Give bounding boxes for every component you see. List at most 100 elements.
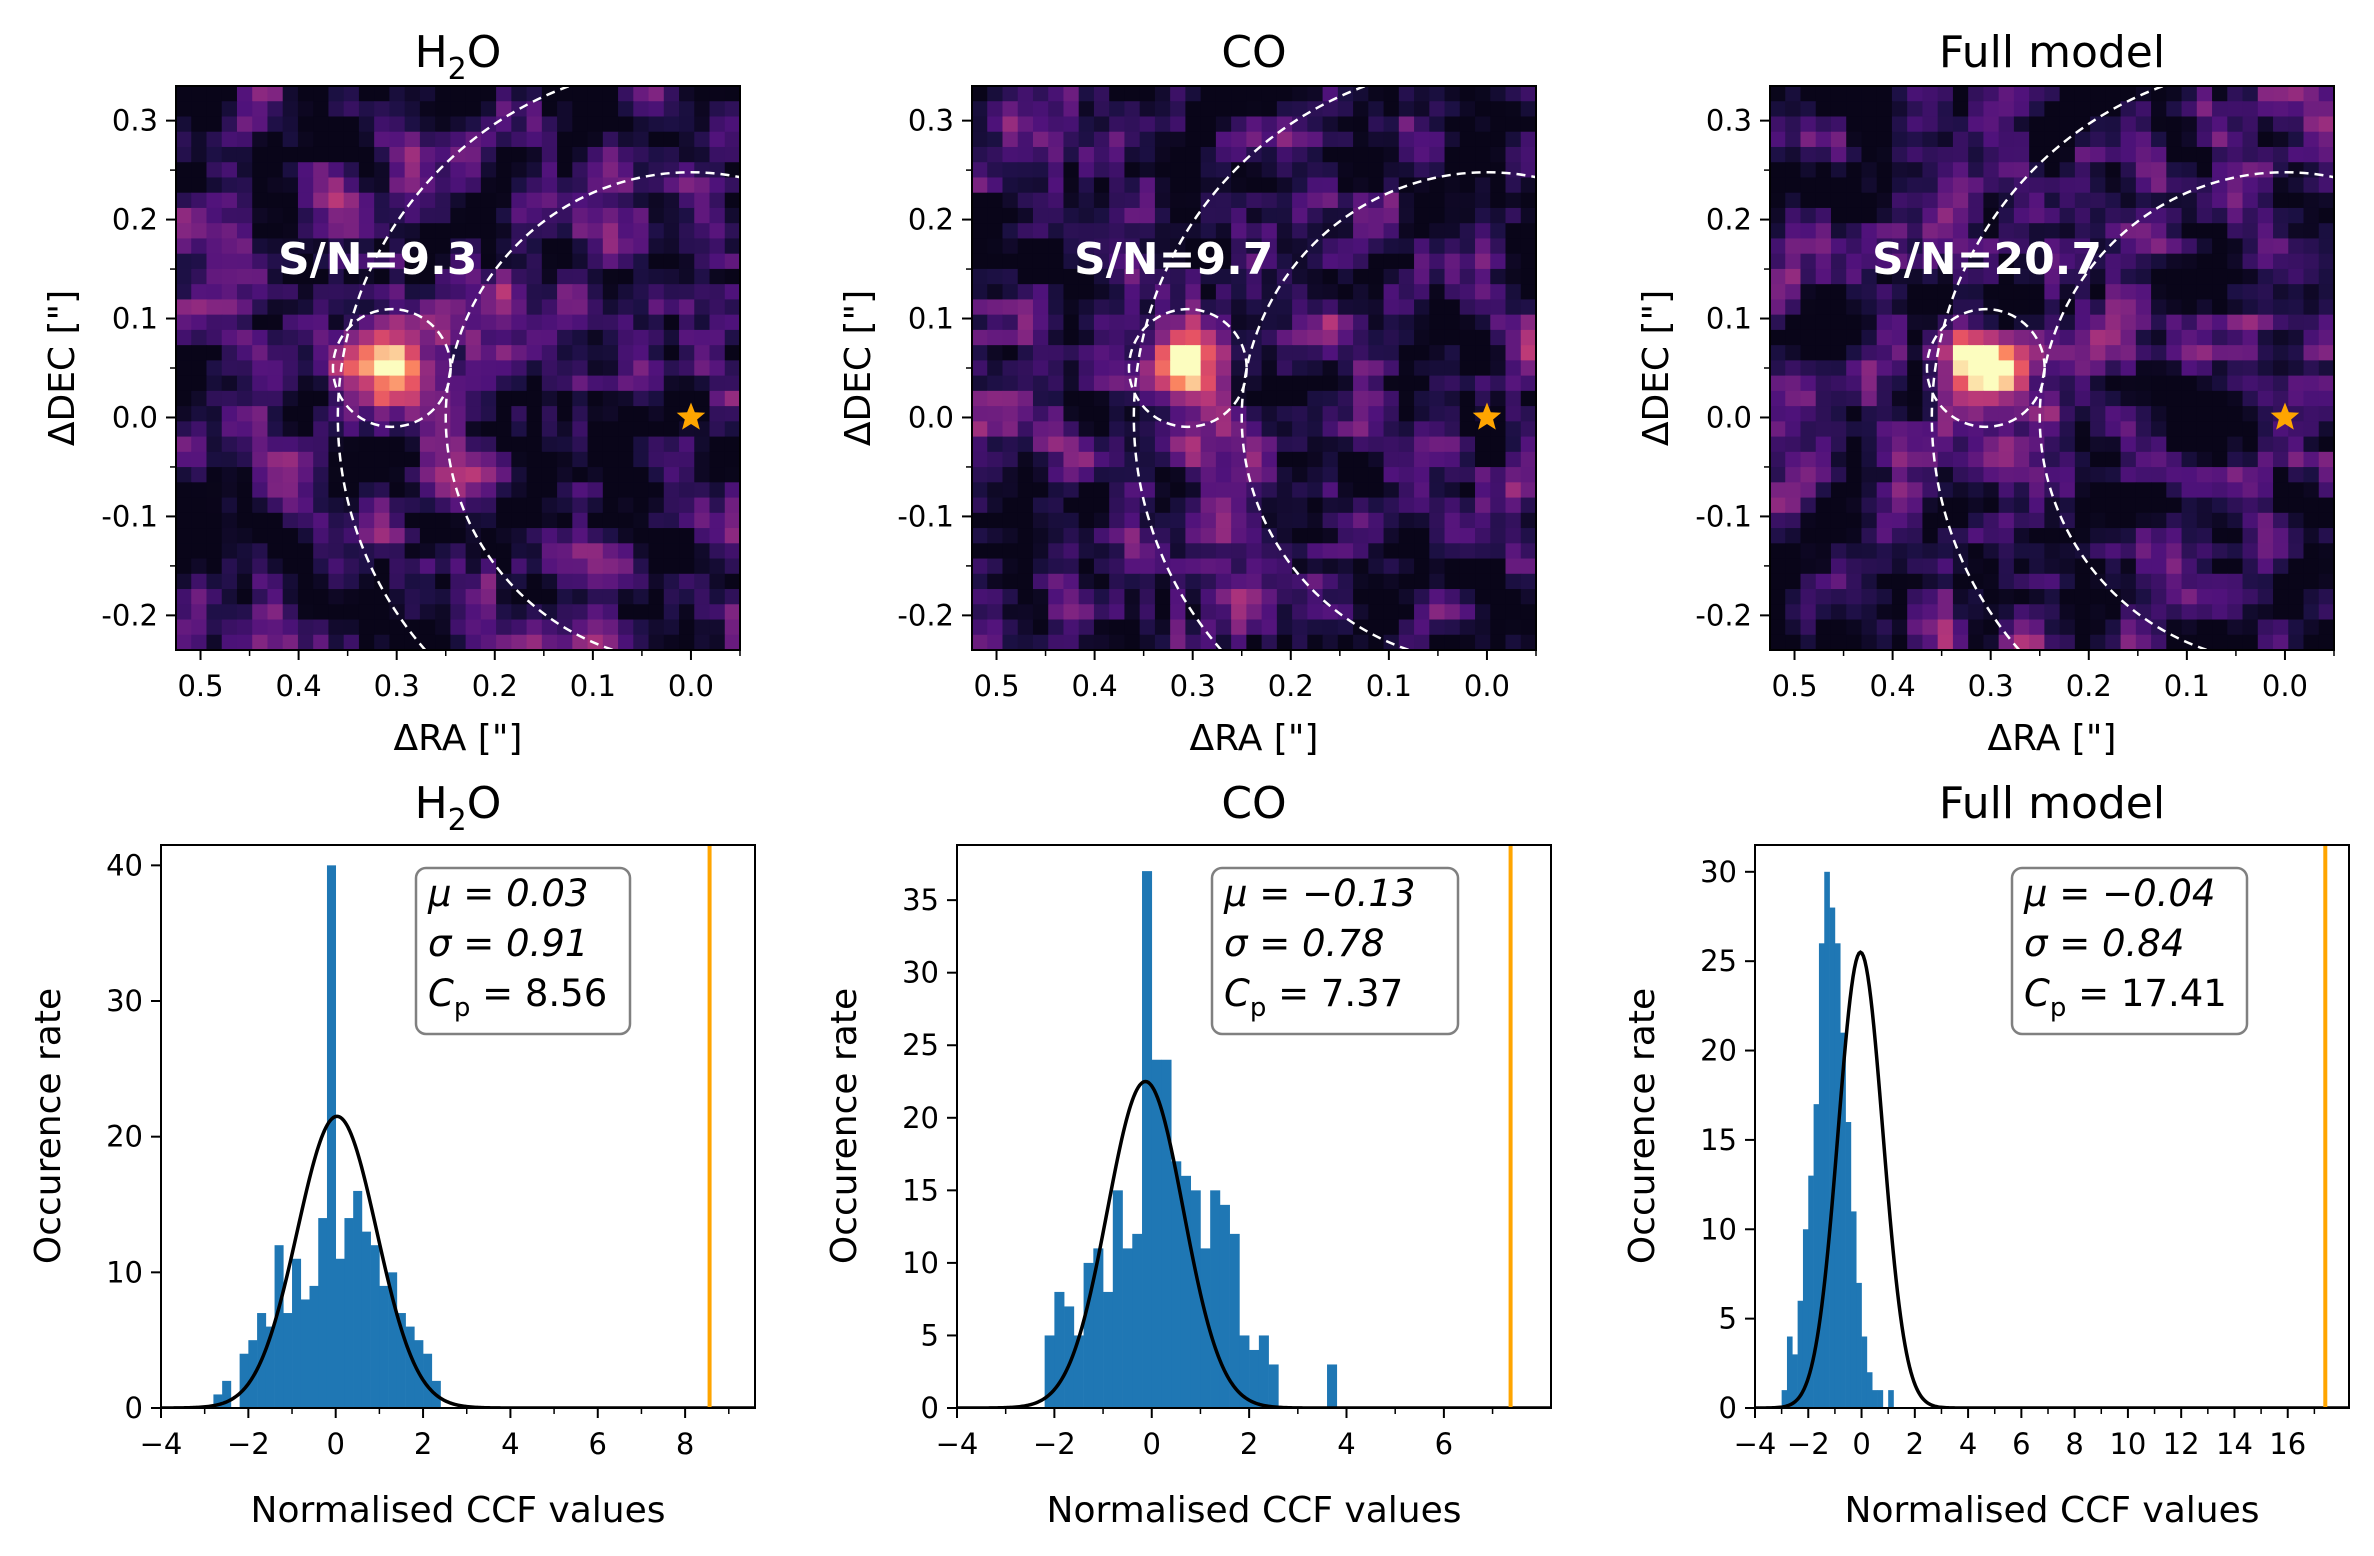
heatmap-cell — [1185, 421, 1202, 438]
heatmap-cell — [465, 436, 482, 453]
heatmap-cell — [2105, 482, 2122, 499]
heatmap-cell — [282, 528, 299, 544]
heatmap-cell — [557, 543, 573, 560]
heatmap-cell — [1907, 558, 1924, 575]
heatmap-cell — [1459, 497, 1476, 514]
heatmap-cell — [1922, 451, 1939, 468]
heatmap-cell — [1414, 177, 1430, 194]
heatmap-cell — [404, 375, 421, 392]
histogram-bar — [1180, 1175, 1192, 1408]
heatmap-cell — [2181, 86, 2198, 102]
heatmap-cell — [2242, 177, 2259, 194]
heatmap-cell — [1246, 177, 1263, 194]
heatmap-cell — [972, 589, 988, 605]
heatmap-cell — [176, 146, 192, 163]
heatmap-cell — [1368, 619, 1385, 636]
heatmap-cell — [1017, 177, 1034, 194]
heatmap-cell — [206, 558, 223, 575]
heatmap-cell — [709, 86, 726, 102]
heatmap-cell — [2212, 375, 2228, 392]
heatmap-cell — [252, 86, 269, 102]
heatmap-cell — [557, 436, 573, 453]
heatmap-cell — [724, 299, 741, 316]
heatmap-cell — [1276, 634, 1293, 651]
heatmap-cell — [1292, 360, 1308, 377]
heatmap-cell — [1846, 512, 1863, 529]
heatmap-cell — [1398, 207, 1415, 224]
heatmap-cell — [2273, 345, 2289, 361]
heatmap-cell — [1983, 360, 2000, 377]
heatmap-cell — [191, 467, 208, 483]
heatmap-cell — [633, 390, 650, 407]
heatmap-cell — [2166, 299, 2183, 316]
heatmap-cell — [1200, 512, 1217, 529]
heatmap-cell — [1459, 467, 1476, 483]
heatmap-cell — [1490, 223, 1507, 240]
heatmap-cell — [328, 314, 345, 331]
heatmap-cell — [1337, 619, 1354, 636]
heatmap-cell — [191, 558, 208, 575]
heatmap-cell — [1353, 436, 1369, 453]
heatmap-cell — [2227, 390, 2244, 407]
heatmap-cell — [2212, 482, 2228, 499]
heatmap-cell — [724, 284, 741, 300]
heatmap-cell — [1414, 619, 1430, 636]
heatmap-cell — [694, 558, 711, 575]
heatmap-cell — [252, 543, 269, 560]
heatmap-cell — [496, 482, 512, 499]
heatmap-cell — [1124, 482, 1141, 499]
heatmap-cell — [221, 268, 238, 285]
heatmap-cell — [1861, 131, 1878, 148]
heatmap-cell — [1215, 482, 1232, 499]
heatmap-cell — [1983, 589, 2000, 605]
heatmap-cell — [526, 543, 543, 560]
heatmap-cell — [2013, 619, 2030, 636]
stat-cp: Cp = 7.37 — [1224, 972, 1403, 1023]
heatmap-cell — [1830, 146, 1847, 163]
heatmap-cell — [1368, 558, 1385, 575]
heatmap-cell — [450, 268, 467, 285]
heatmap-cell — [236, 299, 253, 316]
heatmap-cell — [236, 162, 253, 179]
heatmap-cell — [450, 451, 467, 468]
heatmap-cell — [1429, 619, 1446, 636]
heatmap-cell — [1170, 482, 1186, 499]
heatmap-cell — [1231, 101, 1247, 118]
y-axis-label: ΔDEC ["] — [838, 290, 879, 446]
heatmap-cell — [1907, 207, 1924, 224]
heatmap-cell — [1322, 543, 1339, 560]
heatmap-cell — [1830, 589, 1847, 605]
heatmap-cell — [1414, 207, 1430, 224]
heatmap-cell — [1815, 223, 1832, 240]
heatmap-cell — [1937, 619, 1954, 636]
heatmap-cell — [1002, 314, 1019, 331]
heatmap-cell — [526, 436, 543, 453]
heatmap-cell — [404, 253, 421, 270]
heatmap-cell — [2257, 207, 2274, 224]
heatmap-cell — [1830, 406, 1847, 422]
heatmap-cell — [1922, 619, 1939, 636]
heatmap-cell — [633, 146, 650, 163]
heatmap-cell — [1154, 497, 1171, 514]
heatmap-cell — [480, 390, 497, 407]
heatmap-cell — [328, 482, 345, 499]
heatmap-cell — [450, 421, 467, 438]
heatmap-cell — [297, 543, 314, 560]
histogram-bar — [292, 1258, 302, 1408]
heatmap-cell — [1891, 146, 1908, 163]
heatmap-cell — [1093, 528, 1110, 544]
heatmap-cell — [1154, 604, 1171, 621]
heatmap-cell — [2181, 238, 2198, 255]
heatmap-cell — [1968, 116, 1984, 133]
heatmap-cell — [2090, 223, 2106, 240]
heatmap-cell — [2318, 284, 2335, 300]
heatmap-cell — [1846, 177, 1863, 194]
heatmap-cell — [1307, 146, 1324, 163]
heatmap-cell — [1815, 253, 1832, 270]
heatmap-cell — [1952, 375, 1969, 392]
heatmap-cell — [602, 406, 619, 422]
heatmap-cell — [1017, 116, 1034, 133]
heatmap-cell — [1922, 86, 1939, 102]
heatmap-cell — [2318, 482, 2335, 499]
